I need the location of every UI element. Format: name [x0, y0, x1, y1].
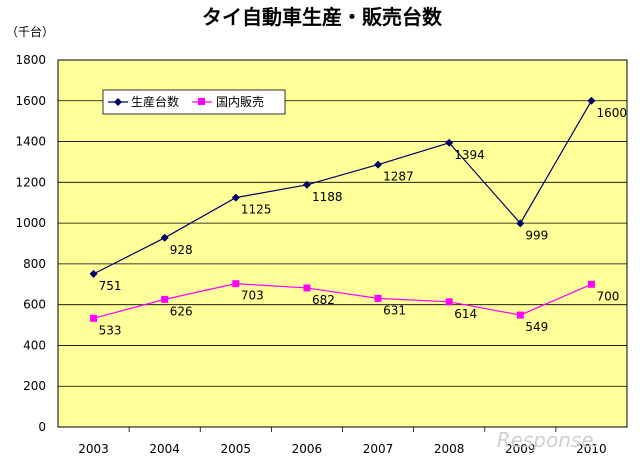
series-1-label-2004: 626 [170, 304, 193, 318]
series-line-1 [93, 283, 592, 319]
series-0-label-2006: 1188 [312, 190, 343, 204]
series-0-label-2009: 999 [525, 228, 548, 242]
legend-label-production: 生産台数 [131, 94, 179, 109]
series-0-point-2006 [302, 180, 311, 189]
x-tick-label-2005: 2005 [221, 442, 252, 456]
series-0-label-2010: 1600 [596, 106, 627, 120]
series-1-label-2003: 533 [99, 323, 122, 337]
y-tick-label-600: 600 [23, 298, 46, 312]
series-0-point-2005 [231, 193, 240, 202]
y-tick-label-200: 200 [23, 379, 46, 393]
series-0-point-2008 [445, 138, 454, 147]
legend-label-domestic-sales: 国内販売 [216, 94, 264, 109]
y-tick-label-400: 400 [23, 338, 46, 352]
x-tick-label-2008: 2008 [434, 442, 465, 456]
y-axis-ticks: 0 200 400 600 800 1000 1200 1400 1600 1800 [15, 53, 46, 434]
y-tick-label-1000: 1000 [15, 216, 46, 230]
data-labels: 751 928 1125 1188 1287 1394 999 1600 533 626 703 68… [99, 106, 627, 338]
plot-area [57, 59, 628, 428]
series-0-point-2007 [374, 160, 383, 169]
y-tick-label-1600: 1600 [15, 94, 46, 108]
x-tick-label-2007: 2007 [363, 442, 394, 456]
y-axis-unit-label: （千台） [6, 24, 54, 39]
series-1-point-2010 [587, 280, 595, 288]
series-0-point-2009 [516, 219, 525, 228]
series-1-label-2009: 549 [525, 320, 548, 334]
series-1-point-2003 [90, 314, 98, 322]
series-0-label-2008: 1394 [454, 148, 485, 162]
series-1-label-2010: 700 [596, 289, 619, 303]
x-axis-ticks: 2003 2004 2005 2006 2007 2008 2009 2010 [78, 427, 607, 456]
series-1-point-2009 [516, 311, 524, 319]
series-1-point-2006 [303, 284, 311, 292]
x-tick-label-2004: 2004 [149, 442, 180, 456]
series-1-point-2008 [445, 298, 453, 306]
y-tick-label-1800: 1800 [15, 53, 46, 67]
series-1-label-2005: 703 [241, 289, 264, 303]
series-1-point-2004 [161, 295, 169, 303]
y-tick-label-1400: 1400 [15, 135, 46, 149]
y-tick-label-0: 0 [38, 420, 46, 434]
series-line-0 [93, 100, 592, 275]
legend: 生産台数 国内販売 [102, 89, 286, 115]
legend-marker-production [114, 98, 122, 106]
watermark-logo: Response. [497, 428, 600, 452]
x-tick-label-2009: 2009 [505, 442, 536, 456]
series-1-label-2007: 631 [383, 303, 406, 317]
series-1-label-2008: 614 [454, 307, 477, 321]
series-1-label-2006: 682 [312, 293, 335, 307]
series-0-point-2003 [89, 269, 98, 278]
gridlines [58, 100, 627, 387]
series-1-point-2007 [374, 294, 382, 302]
series-0-label-2007: 1287 [383, 170, 414, 184]
series-0-point-2004 [160, 233, 169, 242]
series-group [89, 96, 596, 322]
series-0-label-2005: 1125 [241, 203, 272, 217]
series-1-point-2005 [232, 280, 240, 288]
legend-marker-domestic-sales [198, 98, 205, 105]
y-tick-label-800: 800 [23, 257, 46, 271]
x-tick-label-2003: 2003 [78, 442, 109, 456]
x-tick-label-2010: 2010 [576, 442, 607, 456]
series-0-point-2010 [587, 96, 596, 105]
y-tick-label-1200: 1200 [15, 175, 46, 189]
series-0-label-2003: 751 [99, 279, 122, 293]
x-tick-label-2006: 2006 [292, 442, 323, 456]
chart-title: タイ自動車生産・販売台数 [202, 5, 443, 29]
series-0-label-2004: 928 [170, 243, 193, 257]
